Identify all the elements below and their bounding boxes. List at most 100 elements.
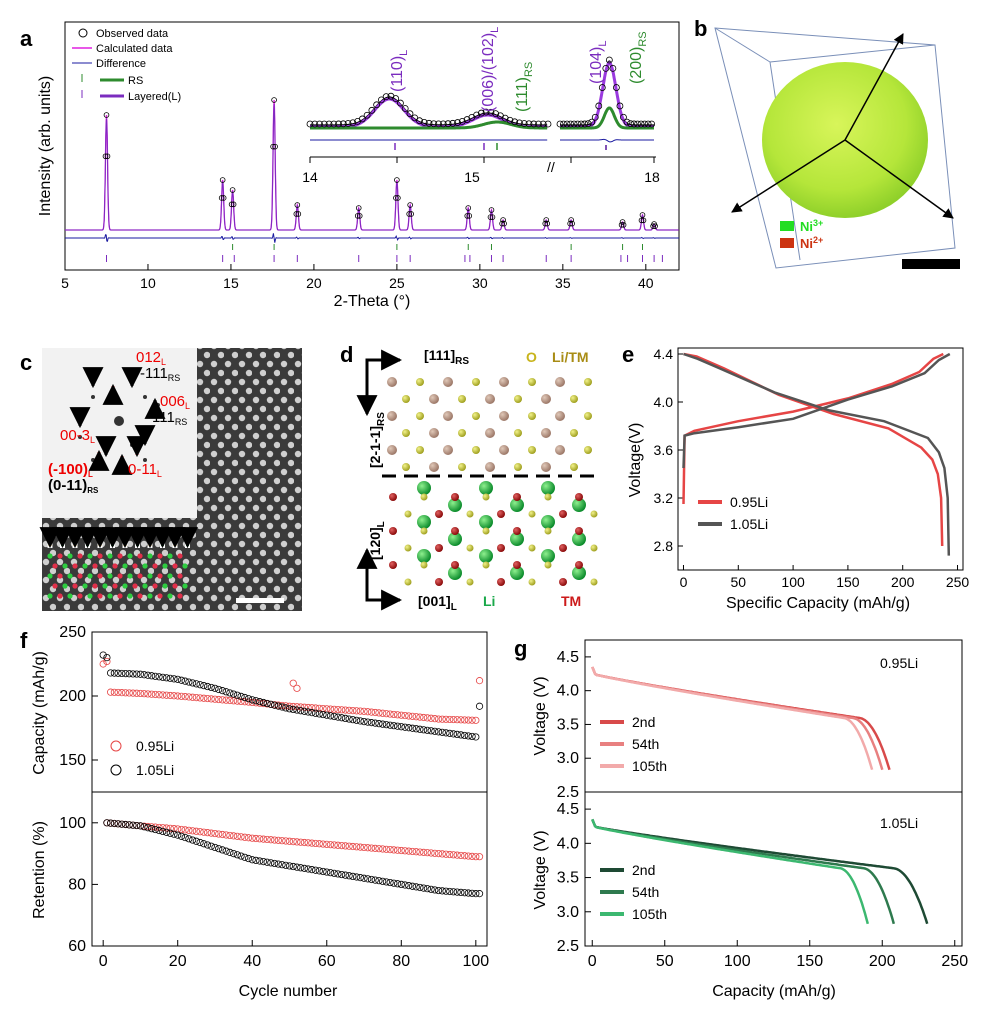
stem-atom-overlay xyxy=(167,573,173,579)
tm-atom xyxy=(559,544,567,552)
panel-g-chart: 0 50 100 150 200 250 2.5 2.5 3.0 3.0 3.5 3.5 4.0 4.0 4… xyxy=(532,639,968,1000)
observed-point xyxy=(464,213,471,219)
f-xtick-label: 0 xyxy=(99,953,108,970)
panel-g-bottom-legend: 2nd 54th 105th xyxy=(600,862,667,922)
inset-observed-point xyxy=(449,119,457,127)
panel-g-top-legend: 2nd 54th 105th xyxy=(600,714,667,774)
f-capacity-point xyxy=(405,724,413,732)
f-retention-point xyxy=(162,828,171,836)
f-retention-point xyxy=(457,888,465,897)
litm-atom xyxy=(429,428,439,438)
o-atom xyxy=(584,412,592,420)
litm-atom xyxy=(541,428,551,438)
stem-atom-overlay xyxy=(62,583,68,589)
inset-observed-point xyxy=(444,120,452,128)
f-retention-point xyxy=(375,877,383,885)
panel-a-frame xyxy=(64,21,680,271)
e-xtick-label: 150 xyxy=(836,574,860,590)
inset-observed-point xyxy=(623,118,631,126)
panel-a-legend: Observed data Calculated data Difference… xyxy=(72,28,181,103)
label-006L: 006L xyxy=(160,393,190,411)
f-retention-point xyxy=(364,875,372,883)
stem-overlay-atoms xyxy=(47,553,188,599)
panel-f-bottom-frame xyxy=(91,791,488,947)
litm-atom xyxy=(541,394,551,404)
f-ytick-top-label: 150 xyxy=(59,752,86,769)
f-retention-point xyxy=(259,858,268,866)
legend-li: Li xyxy=(483,593,495,609)
f-retention-point xyxy=(267,859,275,867)
f-retention-point xyxy=(244,834,253,842)
stem-atom-overlay xyxy=(57,573,63,579)
stem-atom-overlay xyxy=(97,573,103,579)
f-retention-point xyxy=(401,881,409,889)
inset-peak-label: (111)RS xyxy=(514,62,535,112)
f-capacity-point xyxy=(110,669,118,677)
f-capacity-point xyxy=(244,695,253,703)
panel-a-ylabel: Intensity (arb. units) xyxy=(37,76,54,217)
g-ytick-bottom-label: 4.5 xyxy=(557,801,579,818)
f-capacity-point xyxy=(401,711,409,720)
f-retention-point xyxy=(420,848,428,856)
f-retention-point xyxy=(338,870,346,879)
f-capacity-point xyxy=(379,720,387,728)
f-retention-point xyxy=(386,845,394,854)
f-retention-point xyxy=(464,889,472,897)
stem-atom-overlay xyxy=(142,583,148,589)
f-retention-point xyxy=(222,831,230,839)
f-capacity-point xyxy=(155,691,163,699)
f-retention-point xyxy=(177,825,186,834)
inset-rs-fit xyxy=(310,120,548,130)
stem-atom-overlay xyxy=(142,563,148,569)
stem-atom-overlay xyxy=(57,593,63,599)
f-capacity-point xyxy=(352,716,361,724)
tm-atom xyxy=(389,561,397,569)
stem-atom-overlay xyxy=(107,553,113,559)
stem-atom-overlay xyxy=(147,573,153,579)
f-capacity-point xyxy=(364,708,372,716)
stem-atom-overlay xyxy=(77,573,83,579)
observed-point xyxy=(638,217,645,224)
f-retention-point xyxy=(256,835,264,843)
stem-atom-overlay xyxy=(157,573,163,579)
stem-atom-overlay xyxy=(112,563,118,569)
observed-point xyxy=(652,223,658,229)
litm-atom xyxy=(443,445,453,455)
f-retention-point xyxy=(300,838,309,847)
inset-observed-point xyxy=(373,101,381,109)
inset-observed-point xyxy=(605,56,613,64)
inset-observed-point xyxy=(598,84,606,91)
panel-f-xlabel: Cycle number xyxy=(239,983,338,1000)
f-retention-point xyxy=(438,887,446,895)
f-capacity-point xyxy=(174,692,182,700)
f-xtick-label: 40 xyxy=(243,953,261,970)
f-retention-point xyxy=(352,843,361,851)
observed-point xyxy=(618,222,625,228)
inset-observed-point xyxy=(630,120,638,128)
legend-difference: Difference xyxy=(96,58,146,70)
stem-atom-overlay xyxy=(72,583,78,589)
f-retention-point xyxy=(170,825,178,833)
observed-point xyxy=(395,195,401,201)
f-capacity-point xyxy=(420,726,428,734)
f-capacity-point xyxy=(151,690,159,699)
axis-break-mark: // xyxy=(547,159,555,175)
stem-atom-overlay xyxy=(152,583,158,589)
f-capacity-outlier xyxy=(99,660,107,668)
legend-105: 1.05Li xyxy=(730,516,768,532)
f-capacity-point xyxy=(438,715,446,723)
o-atom xyxy=(590,578,598,586)
f-capacity-point xyxy=(162,674,171,682)
f-ytick-top-label: 200 xyxy=(59,688,86,705)
f-capacity-point xyxy=(427,727,435,735)
f-retention-point xyxy=(431,886,439,894)
f-capacity-point xyxy=(386,710,394,718)
stem-atom-overlay xyxy=(177,593,183,599)
inset-xtick-18: 18 xyxy=(644,169,660,185)
difference-curve xyxy=(65,233,679,243)
f-retention-point xyxy=(263,858,271,866)
f-capacity-point xyxy=(416,713,424,721)
inset-observed-point xyxy=(584,120,592,127)
inset-observed-point xyxy=(581,120,589,128)
li-atom xyxy=(572,566,586,580)
